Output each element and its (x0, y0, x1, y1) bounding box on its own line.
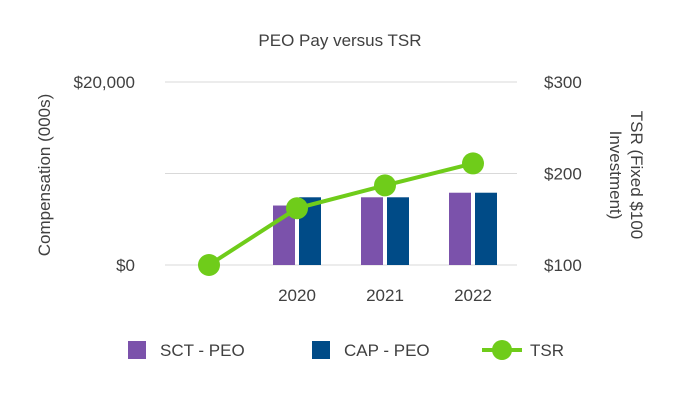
y2-tick-label: $300 (544, 73, 582, 92)
legend-label-tsr: TSR (530, 341, 564, 360)
chart-title: PEO Pay versus TSR (258, 31, 421, 50)
bar-sct-peo (361, 197, 383, 265)
tsr-point (462, 152, 484, 175)
tsr-point (198, 254, 220, 276)
bar-sct-peo (449, 192, 471, 265)
legend-swatch-cap-peo (312, 341, 330, 359)
y2-axis-label: TSR (Fixed $100 Investment) (606, 111, 646, 240)
y-axis-label: Compensation (000s) (35, 94, 54, 257)
tsr-point (374, 174, 396, 197)
tsr-line (198, 152, 484, 276)
y-axis-ticks: $0 $20,000 (74, 73, 135, 275)
tsr-point (286, 197, 308, 220)
bar-cap-peo (387, 197, 409, 265)
y2-axis-label-line2: Investment) (606, 131, 625, 220)
y2-tick-label: $100 (544, 256, 582, 275)
y2-tick-label: $200 (544, 165, 582, 184)
legend: SCT - PEO CAP - PEO TSR (128, 340, 564, 360)
legend-marker-tsr (492, 340, 512, 360)
x-tick-label: 2021 (366, 286, 404, 305)
y-tick-label: $0 (116, 256, 135, 275)
legend-label-sct-peo: SCT - PEO (160, 341, 245, 360)
y2-axis-ticks: $100 $200 $300 (544, 73, 582, 275)
bar-cap-peo (475, 192, 497, 265)
y-tick-label: $20,000 (74, 73, 135, 92)
x-axis-ticks: 2020 2021 2022 (278, 286, 492, 305)
y2-axis-label-line1: TSR (Fixed $100 (627, 111, 646, 240)
tsr-line-path (207, 161, 474, 267)
legend-swatch-sct-peo (128, 341, 146, 359)
x-tick-label: 2022 (454, 286, 492, 305)
legend-label-cap-peo: CAP - PEO (344, 341, 430, 360)
x-tick-label: 2020 (278, 286, 316, 305)
